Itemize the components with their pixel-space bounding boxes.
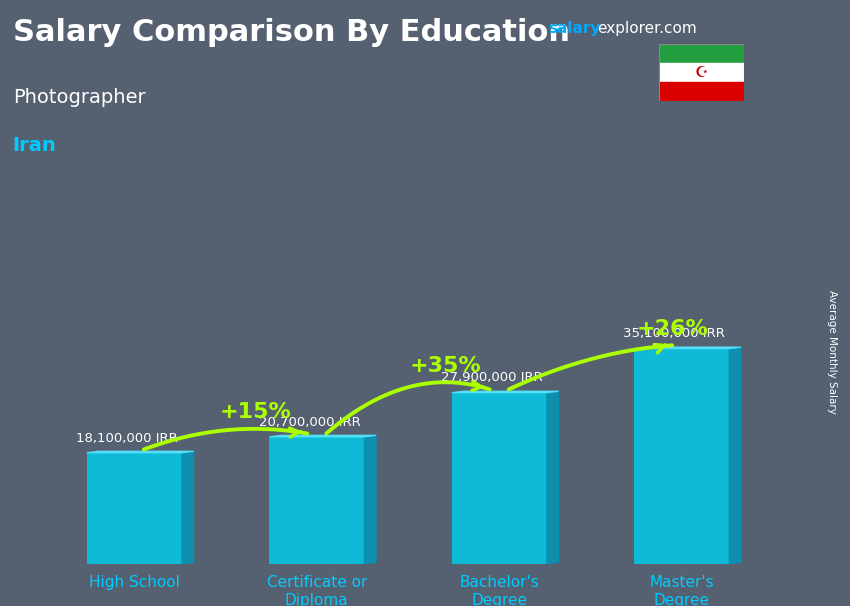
Text: explorer.com: explorer.com xyxy=(598,21,697,36)
Text: Photographer: Photographer xyxy=(13,88,145,107)
Polygon shape xyxy=(87,451,194,453)
Text: +35%: +35% xyxy=(410,356,482,376)
Text: Average Monthly Salary: Average Monthly Salary xyxy=(827,290,837,413)
Text: +26%: +26% xyxy=(637,319,708,339)
Text: Bachelor's
Degree: Bachelor's Degree xyxy=(459,576,539,606)
Polygon shape xyxy=(729,347,741,564)
Bar xyxy=(659,82,744,101)
Text: Certificate or
Diploma: Certificate or Diploma xyxy=(267,576,367,606)
Text: Salary Comparison By Education: Salary Comparison By Education xyxy=(13,18,570,47)
Polygon shape xyxy=(182,451,194,564)
Text: 20,700,000 IRR: 20,700,000 IRR xyxy=(258,416,360,428)
Text: ☪: ☪ xyxy=(694,65,708,80)
Text: 27,900,000 IRR: 27,900,000 IRR xyxy=(441,371,543,384)
Polygon shape xyxy=(634,347,741,348)
Bar xyxy=(659,63,744,82)
Polygon shape xyxy=(547,391,558,564)
Text: 35,100,000 IRR: 35,100,000 IRR xyxy=(623,327,725,341)
Bar xyxy=(659,44,744,63)
Bar xyxy=(634,348,729,564)
Text: High School: High School xyxy=(89,576,180,590)
Bar xyxy=(452,393,547,564)
Bar xyxy=(269,437,364,564)
Polygon shape xyxy=(269,435,376,437)
Polygon shape xyxy=(364,435,376,564)
Polygon shape xyxy=(452,391,558,393)
Text: 18,100,000 IRR: 18,100,000 IRR xyxy=(76,431,178,445)
Text: +15%: +15% xyxy=(219,402,291,422)
Text: salary: salary xyxy=(548,21,601,36)
Text: Master's
Degree: Master's Degree xyxy=(649,576,714,606)
Bar xyxy=(87,453,182,564)
Text: Iran: Iran xyxy=(13,136,56,155)
